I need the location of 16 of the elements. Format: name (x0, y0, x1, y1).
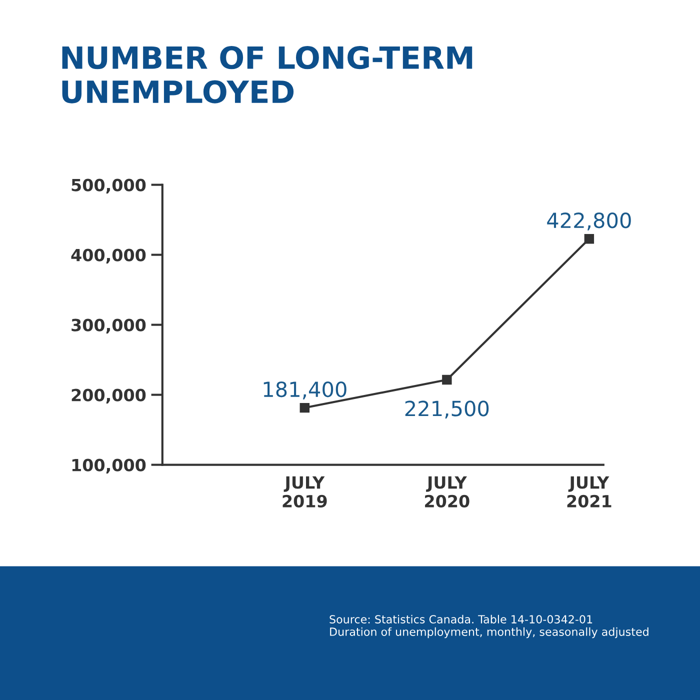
y-tick-label: 100,000 (72, 458, 146, 474)
x-tick-label: JULY 2019 (282, 476, 327, 508)
x-tick-label: JULY 2020 (425, 476, 470, 508)
y-tick-label: 500,000 (72, 178, 146, 194)
y-tick-label: 200,000 (72, 388, 146, 404)
data-label: 422,800 (547, 212, 631, 230)
y-tick-label: 400,000 (71, 248, 146, 264)
x-tick-label: JULY 2021 (567, 476, 612, 508)
chart-title: NUMBER OF LONG-TERM UNEMPLOYED (62, 46, 472, 104)
data-label: 221,500 (405, 400, 489, 418)
data-label: 181,400 (264, 381, 346, 400)
source-note: Source: Statistics Canada. Table 14-10-0342-01 Duration of unemployment, monthly, seasonally adjusted (330, 614, 648, 638)
point (584, 234, 594, 244)
point (300, 402, 310, 413)
point (442, 374, 452, 385)
y-tick-label: 300,000 (72, 318, 146, 334)
